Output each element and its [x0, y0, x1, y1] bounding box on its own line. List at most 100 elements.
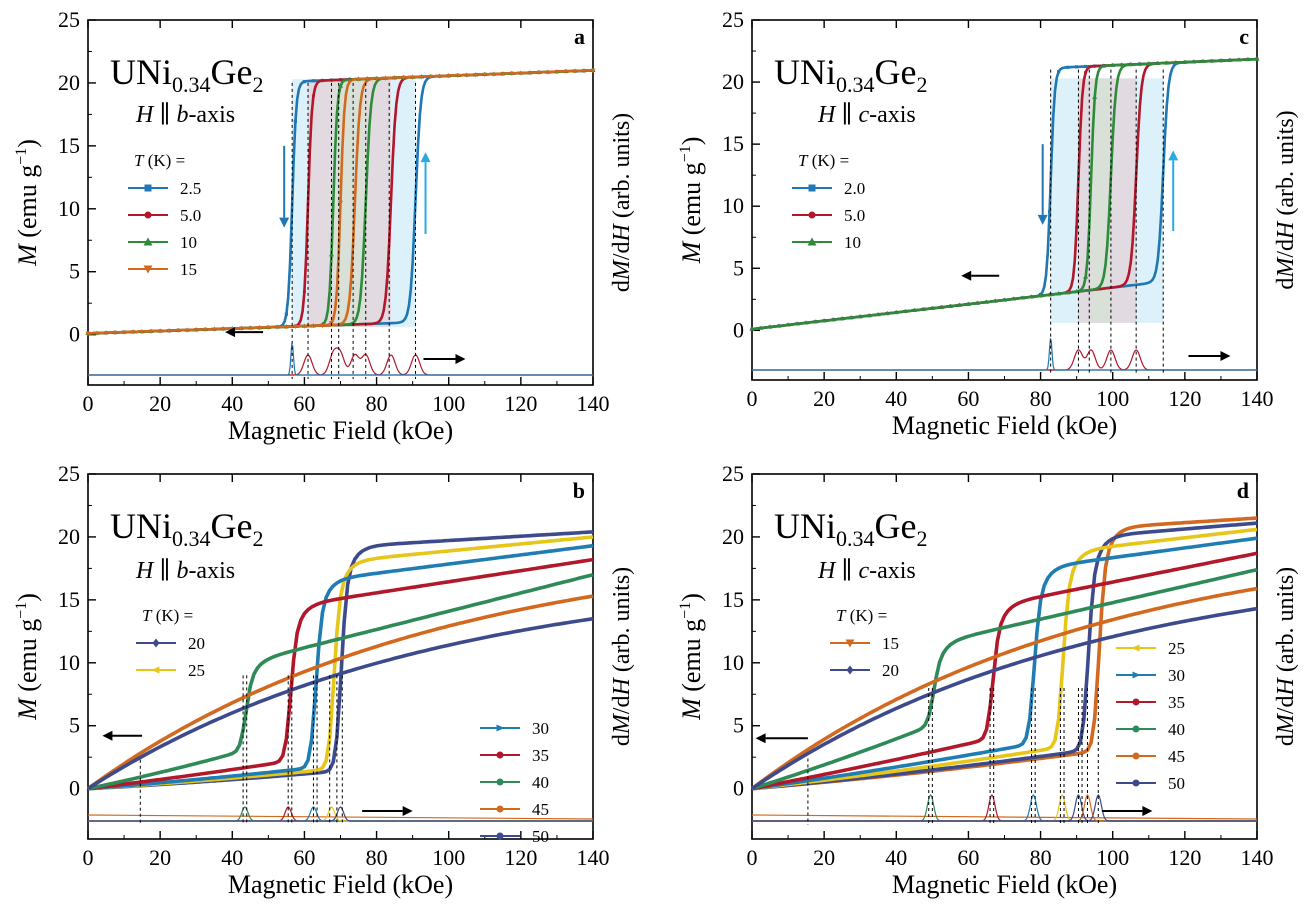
data-point — [355, 77, 362, 82]
y-tick-label: 15 — [58, 133, 80, 158]
y-tick-label: 20 — [58, 524, 80, 549]
x-tick-label: 40 — [885, 845, 907, 870]
y-axis-label: M (emu g−1) — [677, 593, 706, 721]
legend-label: 2.5 — [180, 179, 201, 198]
legend-label: 35 — [1168, 693, 1185, 712]
data-point — [1047, 209, 1052, 214]
panel-letter: c — [1239, 24, 1249, 49]
data-point — [256, 326, 262, 331]
data-point — [1057, 70, 1061, 74]
legend-label: 45 — [1168, 747, 1185, 766]
y-axis-label: M (emu g−1) — [677, 137, 706, 265]
x-tick-label: 140 — [1241, 845, 1274, 870]
legend-marker — [1131, 644, 1140, 652]
data-point — [1075, 225, 1079, 229]
mh-curve-45 — [86, 594, 594, 791]
data-point — [1083, 274, 1089, 279]
data-point — [848, 315, 854, 320]
x-tick-label: 140 — [1241, 386, 1274, 411]
y-tick-label: 5 — [69, 713, 80, 738]
data-point — [1119, 62, 1125, 67]
data-point — [373, 76, 380, 82]
y-tick-label: 0 — [733, 317, 744, 342]
x-axis-label: Magnetic Field (kOe) — [892, 411, 1117, 440]
mh-curve-35 — [751, 551, 1258, 791]
mh-curve-25 — [751, 527, 1258, 791]
data-point — [364, 77, 371, 82]
legend-label: 50 — [1168, 774, 1185, 793]
data-point — [902, 308, 908, 314]
right-arrow-head — [1142, 806, 1153, 816]
x-tick-label: 80 — [1030, 845, 1052, 870]
right-arrow-head — [402, 806, 413, 816]
legend-marker — [808, 184, 816, 192]
sweep-up-arrow-head — [420, 152, 431, 163]
data-point — [563, 69, 569, 74]
data-point — [1227, 57, 1233, 62]
y-tick-label: 25 — [58, 7, 80, 32]
x-axis-label: Magnetic Field (kOe) — [228, 870, 453, 899]
legend-label: 50 — [532, 827, 549, 846]
data-point — [554, 70, 560, 75]
data-point — [518, 71, 524, 76]
data-point — [455, 73, 461, 79]
y-tick-label: 0 — [69, 322, 80, 347]
x-tick-label: 100 — [432, 391, 465, 416]
y-tick-label: 25 — [58, 461, 80, 486]
mh-loop-2_0 — [751, 57, 1258, 331]
right-axis-label: dM/dH (arb. units) — [609, 567, 635, 746]
data-point — [175, 328, 181, 333]
x-tick-label: 40 — [885, 386, 907, 411]
legend-marker — [151, 666, 160, 674]
data-point — [1056, 291, 1062, 296]
data-point — [581, 69, 587, 74]
x-tick-label: 100 — [1096, 386, 1129, 411]
data-point — [437, 74, 443, 79]
legend-marker — [496, 778, 504, 786]
data-point — [166, 329, 172, 334]
legend-label: 25 — [188, 661, 205, 680]
panel-b: 0 20 40 60 80 100 120 140 0 5 10 15 20 25 Magnetic Fie… — [13, 461, 635, 899]
data-point — [1066, 65, 1070, 69]
x-tick-label: 20 — [149, 391, 171, 416]
legend-label: 15 — [882, 634, 899, 653]
data-point — [1101, 63, 1107, 68]
data-point — [328, 252, 335, 257]
data-point — [1074, 288, 1080, 294]
panel-d: 0 20 40 60 80 100 120 140 0 5 10 15 20 25 Magnetic Fie… — [677, 461, 1299, 899]
data-point — [1146, 61, 1152, 66]
legend-marker — [143, 265, 153, 274]
data-point — [536, 70, 542, 75]
x-tick-label: 20 — [813, 845, 835, 870]
data-point — [337, 83, 344, 88]
mh-loop-extra — [751, 58, 1258, 331]
data-point — [293, 119, 298, 123]
data-point — [1209, 58, 1215, 63]
mh-loop-5_0 — [751, 57, 1258, 331]
data-point — [311, 94, 316, 98]
y-tick-label: 5 — [733, 255, 744, 280]
x-axis-label: Magnetic Field (kOe) — [892, 870, 1117, 899]
legend-marker — [1132, 671, 1141, 679]
data-point — [320, 79, 325, 83]
data-point — [1245, 56, 1251, 62]
data-point — [94, 331, 100, 336]
legend-title: T (K) = — [142, 606, 193, 625]
data-point — [419, 75, 425, 80]
data-point — [292, 324, 299, 330]
data-point — [866, 312, 872, 318]
data-point — [311, 79, 316, 83]
legend-marker — [143, 237, 153, 246]
chart-title: UNi0.34Ge2 — [774, 52, 927, 97]
panel-a: 0 20 40 60 80 100 120 140 0 5 10 15 20 25 Magnetic Fie… — [13, 7, 635, 445]
data-point — [929, 305, 935, 310]
legend-marker — [807, 237, 817, 246]
data-point — [857, 314, 863, 319]
data-point — [1236, 57, 1242, 62]
legend-label: 10 — [180, 233, 197, 252]
y-tick-label: 25 — [722, 7, 744, 32]
mh-curve-30 — [87, 543, 594, 791]
legend-label: 20 — [188, 634, 205, 653]
x-tick-label: 120 — [1168, 386, 1201, 411]
